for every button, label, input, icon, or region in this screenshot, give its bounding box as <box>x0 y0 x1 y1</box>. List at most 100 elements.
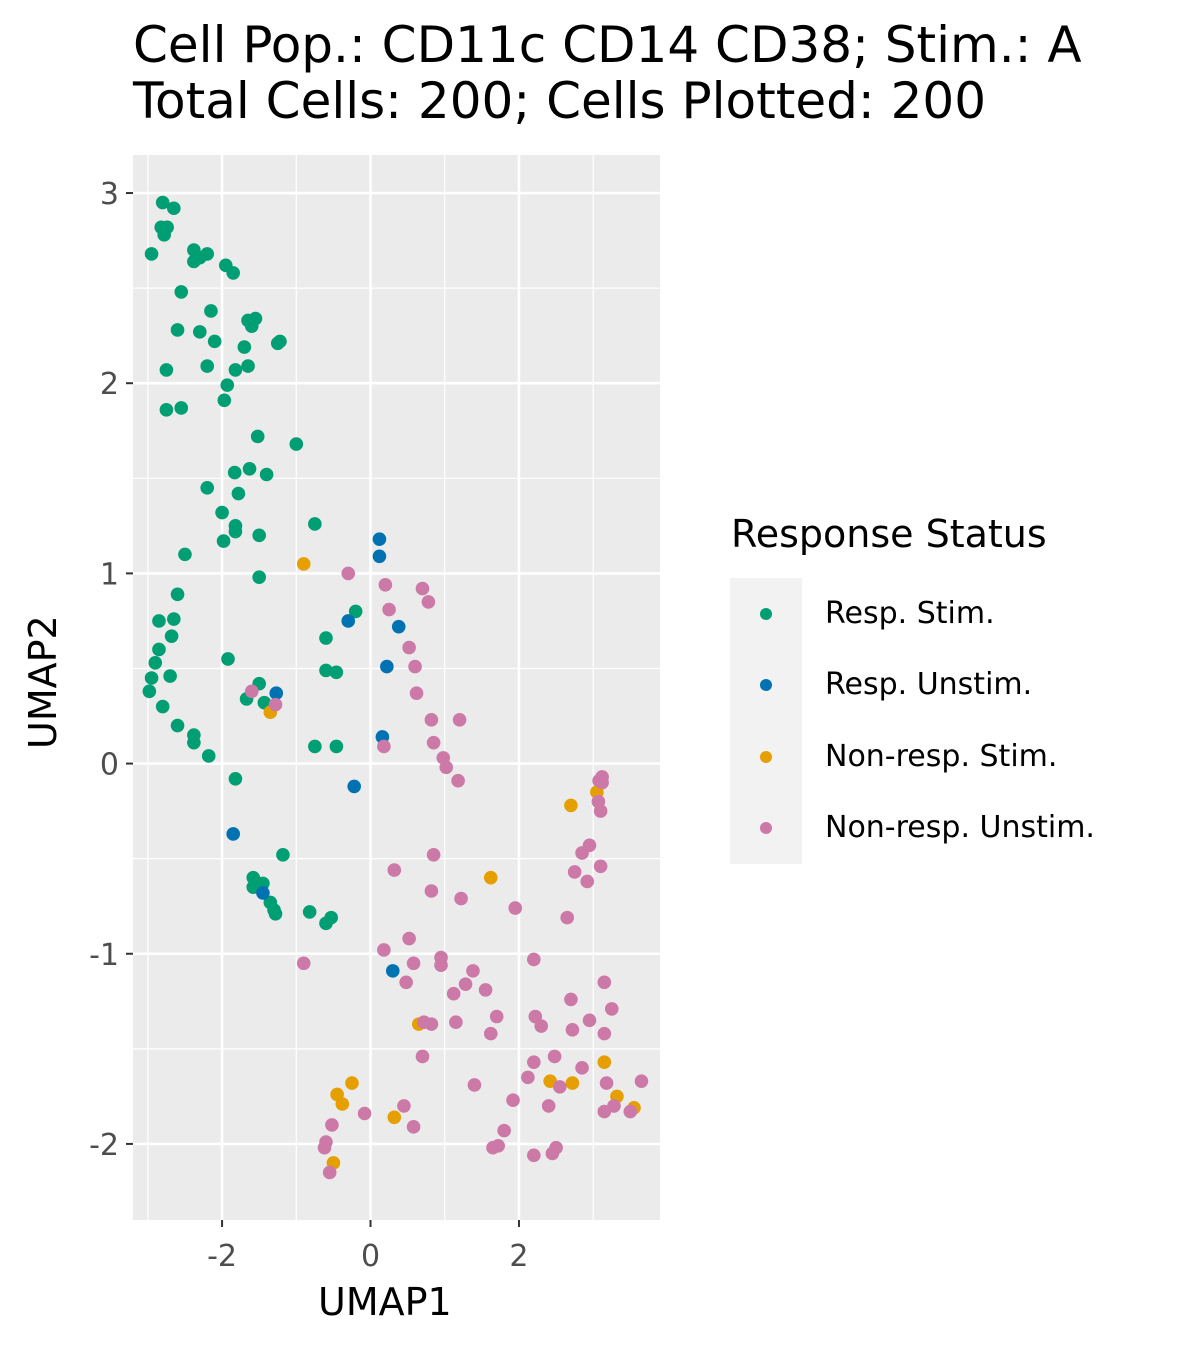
point-resp-unstim <box>380 659 394 674</box>
point-non-resp-unstim <box>296 956 311 971</box>
point-resp-stim <box>302 905 317 919</box>
point-resp-stim <box>308 517 322 531</box>
point-non-resp-unstim <box>406 1120 421 1134</box>
point-non-resp-unstim <box>415 581 430 596</box>
point-non-resp-unstim <box>593 804 608 818</box>
point-non-resp-unstim <box>564 992 578 1007</box>
point-non-resp-unstim <box>597 1026 612 1041</box>
point-resp-stim <box>329 739 344 754</box>
point-non-resp-unstim <box>565 1023 580 1037</box>
point-resp-stim <box>227 465 242 480</box>
point-resp-stim <box>159 403 174 417</box>
point-resp-unstim <box>256 886 270 900</box>
point-non-resp-stim <box>387 1110 402 1125</box>
point-non-resp-unstim <box>452 713 467 727</box>
point-resp-stim <box>193 325 207 339</box>
y-tick-label: 1 <box>100 557 119 592</box>
point-resp-stim <box>204 304 218 318</box>
point-non-resp-unstim <box>575 1061 589 1075</box>
y-tick-label: 2 <box>100 367 119 402</box>
point-resp-stim <box>217 393 232 408</box>
point-resp-stim <box>228 524 243 539</box>
point-non-resp-unstim <box>322 1165 337 1180</box>
point-resp-stim <box>155 699 170 714</box>
point-non-resp-unstim <box>582 1013 597 1028</box>
point-non-resp-unstim <box>449 1015 463 1030</box>
point-non-resp-unstim <box>451 773 465 788</box>
point-resp-stim <box>259 467 274 482</box>
point-resp-stim <box>155 195 170 210</box>
point-resp-stim <box>167 201 181 216</box>
point-resp-unstim <box>385 964 400 978</box>
point-non-resp-unstim <box>599 1076 614 1090</box>
point-non-resp-unstim <box>547 1049 562 1064</box>
legend-key-resp-unstim <box>760 679 772 691</box>
point-non-resp-unstim <box>575 846 589 860</box>
point-non-resp-unstim <box>409 686 424 701</box>
point-resp-stim <box>276 848 290 862</box>
legend-label-nonresp-stim: Non-resp. Stim. <box>825 739 1058 774</box>
point-non-resp-unstim <box>541 1099 556 1113</box>
y-tick-label: -1 <box>89 938 119 973</box>
point-resp-stim <box>159 363 174 377</box>
point-non-resp-unstim <box>402 640 416 655</box>
point-non-resp-unstim <box>466 964 480 978</box>
point-non-resp-unstim <box>521 1070 535 1085</box>
point-non-resp-unstim <box>534 1019 549 1033</box>
point-non-resp-unstim <box>424 713 439 727</box>
point-resp-stim <box>308 739 322 754</box>
point-non-resp-unstim <box>317 1140 332 1155</box>
minor-grid <box>133 155 660 1220</box>
y-axis-title: UMAP2 <box>21 615 65 749</box>
point-resp-stim <box>348 604 363 619</box>
point-resp-stim <box>237 340 252 354</box>
point-non-resp-unstim <box>595 775 609 790</box>
point-resp-unstim <box>391 619 406 634</box>
point-resp-stim <box>193 250 207 265</box>
point-resp-stim <box>242 461 257 476</box>
point-non-resp-unstim <box>623 1104 638 1119</box>
point-non-resp-unstim <box>434 958 448 972</box>
point-resp-stim <box>200 359 215 373</box>
legend-title: Response Status <box>731 512 1047 556</box>
point-non-resp-unstim <box>424 1017 439 1031</box>
point-resp-stim <box>207 334 222 349</box>
point-resp-stim <box>200 481 215 495</box>
point-resp-unstim <box>341 614 356 628</box>
point-resp-unstim <box>269 686 284 701</box>
point-resp-stim <box>268 907 283 921</box>
y-tick-label: -2 <box>89 1128 119 1163</box>
point-non-resp-unstim <box>378 578 393 592</box>
point-resp-stim <box>167 612 181 626</box>
legend-label-nonresp-unstim: Non-resp. Unstim. <box>825 810 1095 845</box>
point-resp-stim <box>319 916 333 931</box>
point-resp-stim <box>289 437 304 451</box>
point-resp-stim <box>226 266 241 280</box>
point-non-resp-unstim <box>593 859 608 874</box>
x-tick-label: 2 <box>509 1239 528 1274</box>
point-resp-stim <box>142 684 157 699</box>
point-non-resp-unstim <box>567 865 582 879</box>
point-resp-unstim <box>226 827 241 841</box>
point-resp-stim <box>319 631 333 645</box>
point-non-resp-stim <box>483 870 498 885</box>
point-non-resp-unstim <box>424 884 439 898</box>
point-resp-stim <box>187 735 201 750</box>
point-non-resp-unstim <box>486 1140 500 1155</box>
point-resp-stim <box>144 247 159 261</box>
point-non-resp-unstim <box>387 863 402 877</box>
data-points <box>142 195 649 1180</box>
point-non-resp-unstim <box>483 1026 498 1041</box>
point-resp-stim <box>329 665 344 680</box>
point-resp-stim <box>270 336 285 351</box>
point-resp-stim <box>250 429 265 444</box>
point-resp-stim <box>152 614 166 628</box>
point-resp-stim <box>170 718 185 733</box>
point-resp-stim <box>252 570 266 584</box>
point-resp-stim <box>170 323 185 337</box>
point-non-resp-unstim <box>382 602 396 617</box>
point-resp-stim <box>228 771 243 786</box>
point-resp-stim <box>201 749 216 763</box>
point-non-resp-unstim <box>426 735 441 750</box>
